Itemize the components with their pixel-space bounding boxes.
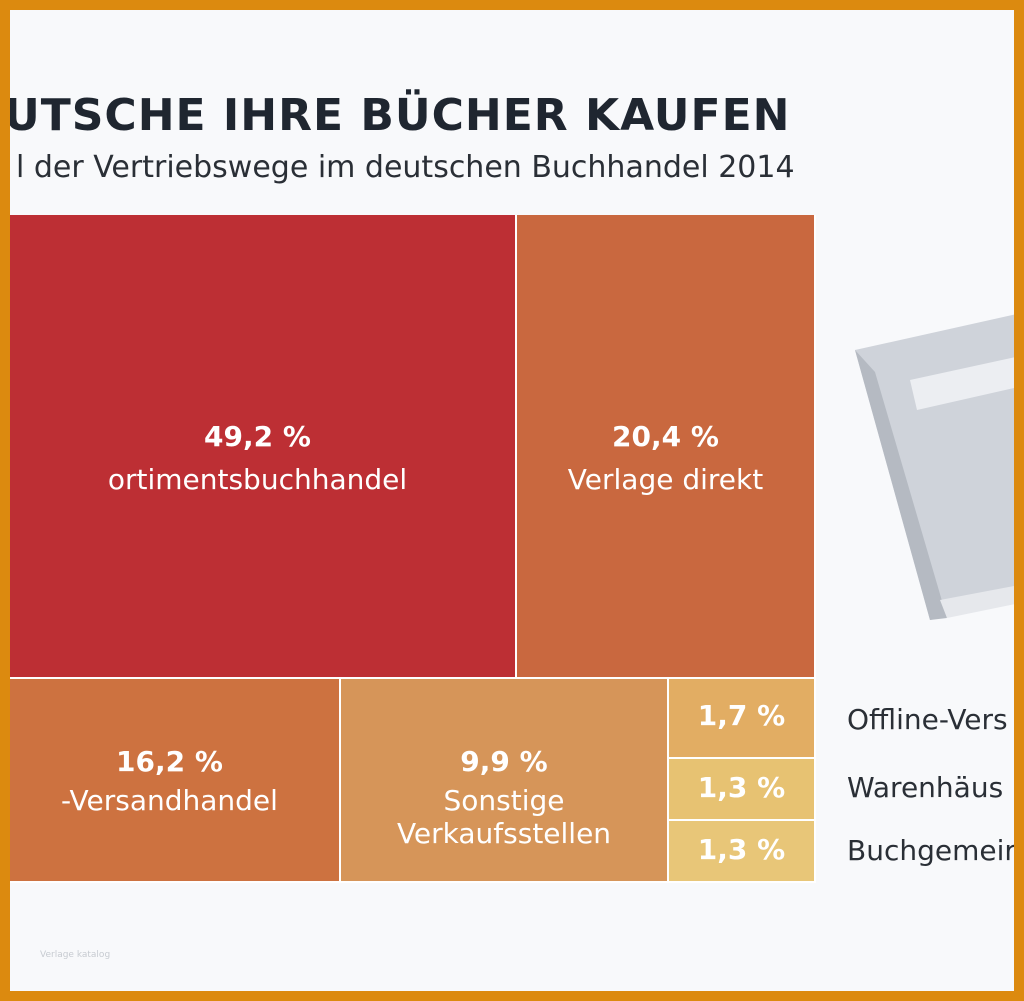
tile-value-buchgemein: 1,3 %	[697, 833, 786, 866]
book-icon-spine	[855, 350, 947, 620]
side-label-warenhaus: Warenhäus	[847, 771, 1004, 804]
tile-label-sonstige-line-2: Verkaufsstellen	[396, 817, 612, 850]
side-label-buchgemein: Buchgemeir	[847, 834, 1014, 867]
treemap-tile-buchgemein: 1,3 %	[669, 821, 816, 883]
chart-subtitle: l der Vertriebswege im deutschen Buchhan…	[16, 150, 795, 185]
tile-label-verlage: Verlage direkt	[567, 463, 764, 496]
tile-label-versand: -Versandhandel	[61, 784, 278, 817]
tile-value-verlage: 20,4 %	[612, 420, 719, 453]
treemap-tile-warenhaus: 1,3 %	[669, 759, 816, 821]
tile-label-sortiment: ortimentsbuchhandel	[107, 463, 408, 496]
treemap-tile-offline: 1,7 %	[669, 679, 816, 759]
tile-value-sortiment: 49,2 %	[204, 420, 311, 453]
book-icon-label	[910, 357, 1014, 410]
tile-value-offline: 1,7 %	[697, 699, 786, 732]
book-icon-pages	[940, 585, 1014, 618]
tile-value-warenhaus: 1,3 %	[697, 771, 786, 804]
tile-value-versand: 16,2 %	[116, 745, 223, 778]
source-watermark: Verlage katalog	[40, 950, 111, 960]
book-icon	[855, 314, 1014, 620]
side-label-offline: Offline-Vers	[847, 703, 1008, 736]
treemap-tile-sortiment: 49,2 % ortimentsbuchhandel	[10, 215, 517, 679]
treemap-tile-versand: 16,2 % -Versandhandel	[10, 679, 341, 883]
tile-value-sonstige: 9,9 %	[460, 745, 548, 778]
tile-label-sonstige-line-1: Sonstige	[443, 784, 565, 817]
treemap-tile-sonstige: 9,9 % Sonstige Verkaufsstellen	[341, 679, 669, 883]
chart-title: UTSCHE IHRE BÜCHER KAUFEN	[10, 90, 791, 141]
infographic-frame: UTSCHE IHRE BÜCHER KAUFEN l der Vertrieb…	[10, 10, 1014, 991]
book-icon-cover	[855, 314, 1014, 620]
treemap-tile-verlage: 20,4 % Verlage direkt	[517, 215, 816, 679]
